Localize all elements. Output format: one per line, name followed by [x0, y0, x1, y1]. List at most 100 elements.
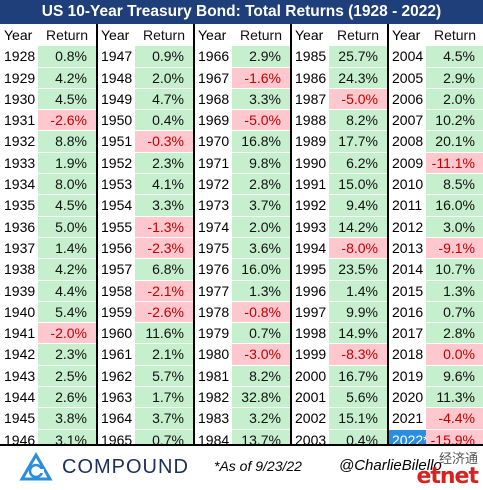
year-cell: 1993	[292, 216, 329, 237]
header-year: Year	[1, 25, 38, 46]
table-column: Year Return 1966 2.9% 1967 -1.6% 1968 3.3% 1969-…	[195, 24, 292, 450]
year-cell: 1938	[1, 259, 38, 280]
return-cell: -1.3%	[135, 216, 193, 237]
table-row: 1929 4.2%	[1, 66, 96, 88]
table-row: 1949 4.7%	[98, 87, 193, 110]
header-year: Year	[389, 25, 426, 46]
year-cell: 1998	[292, 323, 329, 344]
year-cell: 1987	[292, 88, 329, 110]
year-cell: 1979	[195, 323, 232, 344]
return-cell: 0.9%	[135, 46, 193, 67]
author-handle: @CharlieBilello	[339, 457, 442, 474]
table-row: 1990 6.2%	[292, 151, 387, 174]
table-row: 1947 0.9%	[98, 45, 193, 67]
return-cell: -5.0%	[329, 88, 387, 110]
header-year: Year	[195, 25, 232, 46]
table-row: 2013 -9.1%	[389, 236, 483, 259]
return-cell: 8.0%	[38, 174, 96, 195]
return-cell: 8.8%	[38, 131, 96, 152]
year-cell: 1962	[98, 365, 135, 387]
returns-table: Year Return 1928 0.8% 1929 4.2% 1930 4.5% 1931 -2…	[1, 24, 483, 450]
watermark-chinese: 经济通	[438, 452, 478, 467]
year-cell: 1976	[195, 259, 232, 280]
year-cell: 2016	[389, 301, 426, 323]
return-cell: 9.4%	[329, 195, 387, 216]
table-row: 1957 6.8%	[98, 258, 193, 280]
year-cell: 1978	[195, 301, 232, 323]
year-cell: 1943	[1, 365, 38, 387]
year-cell: 2021	[389, 408, 426, 429]
table-header-row: Year Return	[1, 24, 96, 46]
table-row: 1931 -2.6%	[1, 109, 96, 131]
table-row: 1967 -1.6%	[195, 66, 290, 88]
year-cell: 1996	[292, 280, 329, 301]
return-cell: 8.5%	[426, 174, 483, 195]
return-cell: 6.2%	[329, 152, 387, 174]
year-cell: 1964	[98, 408, 135, 429]
year-cell: 2010	[389, 174, 426, 195]
table-row: 1964 3.7%	[98, 407, 193, 429]
return-cell: 17.7%	[329, 131, 387, 152]
year-cell: 1986	[292, 67, 329, 88]
table-row: 1951 -0.3%	[98, 130, 193, 152]
return-cell: 2.9%	[426, 67, 483, 88]
return-cell: 0.7%	[232, 323, 290, 344]
table-row: 1970 16.8%	[195, 130, 290, 152]
return-cell: 4.5%	[38, 88, 96, 110]
year-cell: 1937	[1, 237, 38, 259]
table-row: 1975 3.6%	[195, 236, 290, 259]
return-cell: 3.3%	[135, 195, 193, 216]
return-cell: 16.0%	[426, 195, 483, 216]
table-row: 1941 -2.0%	[1, 322, 96, 344]
year-cell: 1989	[292, 131, 329, 152]
year-cell: 1968	[195, 88, 232, 110]
return-cell: 16.7%	[329, 365, 387, 387]
return-cell: 11.3%	[426, 387, 483, 408]
table-row: 1977 1.3%	[195, 279, 290, 301]
year-cell: 1929	[1, 67, 38, 88]
table-row: 2012 3.0%	[389, 215, 483, 237]
return-cell: 3.0%	[426, 216, 483, 237]
return-cell: 25.7%	[329, 46, 387, 67]
header-return: Return	[142, 27, 186, 43]
return-cell: 2.3%	[38, 344, 96, 365]
year-cell: 2011	[389, 195, 426, 216]
year-cell: 1971	[195, 152, 232, 174]
return-cell: 4.4%	[38, 280, 96, 301]
return-cell: -2.1%	[135, 280, 193, 301]
year-cell: 1936	[1, 216, 38, 237]
table-row: 1987 -5.0%	[292, 87, 387, 110]
compound-logo: COMPOUND	[18, 452, 188, 484]
return-cell: 1.3%	[426, 280, 483, 301]
return-cell: 2.8%	[232, 174, 290, 195]
table-row: 1969 -5.0%	[195, 109, 290, 131]
logo-text: COMPOUND	[62, 456, 189, 478]
year-cell: 1999	[292, 344, 329, 365]
return-cell: 20.1%	[426, 131, 483, 152]
year-cell: 1930	[1, 88, 38, 110]
table-row: 1940 5.4%	[1, 300, 96, 323]
year-cell: 1981	[195, 365, 232, 387]
return-cell: 5.6%	[329, 387, 387, 408]
year-cell: 1955	[98, 216, 135, 237]
return-cell: 9.9%	[329, 301, 387, 323]
return-cell: 4.7%	[135, 88, 193, 110]
return-cell: 14.2%	[329, 216, 387, 237]
header-return: Return	[239, 27, 283, 43]
return-cell: -11.1%	[426, 152, 483, 174]
table-row: 2016 0.7%	[389, 300, 483, 323]
return-cell: 2.0%	[426, 88, 483, 110]
year-cell: 1933	[1, 152, 38, 174]
return-cell: 32.8%	[232, 387, 290, 408]
return-cell: 8.2%	[232, 365, 290, 387]
year-cell: 1952	[98, 152, 135, 174]
return-cell: -9.1%	[426, 237, 483, 259]
return-cell: 3.7%	[135, 408, 193, 429]
year-cell: 1972	[195, 174, 232, 195]
year-cell: 1988	[292, 110, 329, 131]
year-cell: 1985	[292, 46, 329, 67]
table-row: 1998 14.9%	[292, 322, 387, 344]
return-cell: 8.2%	[329, 110, 387, 131]
year-cell: 1990	[292, 152, 329, 174]
table-row: 1993 14.2%	[292, 215, 387, 237]
